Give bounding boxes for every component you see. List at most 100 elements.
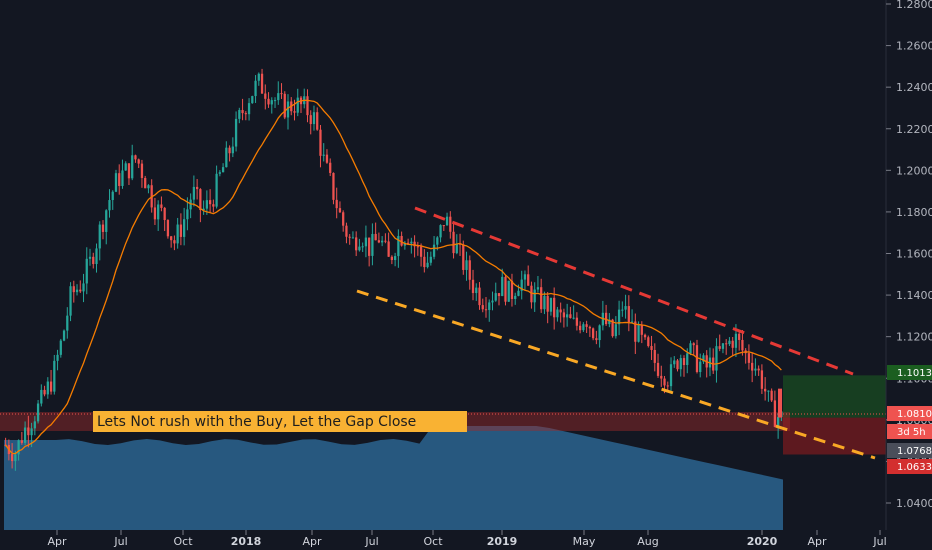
- x-tick-label: Jul: [113, 535, 127, 548]
- x-tick-label: Apr: [302, 535, 322, 548]
- candle-body: [520, 279, 523, 291]
- candle-body: [640, 324, 643, 335]
- x-tick-label: 2020: [747, 535, 778, 548]
- candle-body: [582, 324, 585, 331]
- price-badge-label: 1.08107: [897, 409, 932, 420]
- candle-body: [95, 248, 98, 265]
- candle-body: [205, 200, 209, 209]
- candle-body: [247, 103, 251, 115]
- annotation-label[interactable]: Lets Not rush with the Buy, Let the Gap …: [93, 411, 467, 432]
- candle-body: [14, 454, 17, 462]
- candle-body: [575, 317, 579, 326]
- candle-body: [413, 241, 416, 247]
- candle-body: [170, 236, 173, 241]
- y-tick-label: 1.26000: [896, 40, 932, 53]
- candle-body: [669, 364, 673, 387]
- candle-body: [228, 147, 231, 154]
- candle-body: [569, 314, 572, 319]
- candle-body: [43, 389, 46, 395]
- candle-body: [296, 97, 299, 113]
- candle-body: [442, 225, 445, 227]
- candle-body: [540, 287, 543, 310]
- candle-body: [355, 237, 358, 251]
- candle-body: [497, 293, 501, 297]
- candle-body: [27, 427, 30, 436]
- candle-body: [588, 326, 592, 329]
- price-badge: [887, 443, 932, 458]
- candle-body: [173, 240, 176, 244]
- candle-body: [436, 237, 439, 245]
- candle-body: [725, 343, 728, 345]
- candle-body: [643, 334, 647, 338]
- volume-fill: [4, 426, 783, 530]
- candle-body: [374, 233, 377, 241]
- candle-body: [543, 295, 546, 310]
- candle-body: [215, 173, 218, 207]
- candle-body: [147, 185, 150, 189]
- candle-body: [504, 276, 507, 302]
- x-tick-label: Aug: [637, 535, 658, 548]
- candle-body: [751, 362, 754, 371]
- candle-body: [286, 101, 290, 118]
- candle-body: [10, 454, 14, 462]
- candle-body: [75, 289, 79, 293]
- candle-body: [767, 390, 770, 392]
- candle-body: [760, 370, 764, 389]
- candle-body: [192, 186, 196, 200]
- candle-body: [137, 159, 140, 164]
- candle-body: [20, 440, 23, 443]
- candle-body: [501, 276, 504, 297]
- candle-body: [225, 147, 228, 168]
- candle-body: [348, 236, 351, 238]
- candle-body: [523, 274, 527, 280]
- x-tick-label: Apr: [807, 535, 827, 548]
- candle-body: [738, 333, 741, 340]
- stop-zone: [783, 417, 886, 455]
- candle-body: [536, 287, 540, 290]
- moving-average-line: [5, 99, 782, 455]
- candle-body: [484, 309, 488, 311]
- candle-body: [342, 212, 345, 226]
- candle-body: [462, 244, 465, 270]
- candle-body: [72, 286, 75, 293]
- candle-body: [53, 360, 56, 392]
- candle-body: [660, 375, 663, 379]
- candle-body: [695, 345, 699, 373]
- candle-body: [23, 427, 27, 443]
- candle-body: [608, 319, 611, 325]
- candle-body: [445, 216, 449, 226]
- candle-body: [202, 208, 205, 211]
- candle-body: [108, 200, 111, 211]
- candle-body: [234, 118, 238, 147]
- candle-body: [79, 289, 82, 292]
- candle-body: [559, 309, 562, 313]
- candle-body: [757, 368, 760, 371]
- candle-body: [773, 400, 777, 427]
- candle-body: [127, 163, 131, 179]
- candle-body: [458, 243, 462, 245]
- candle-body: [676, 360, 679, 370]
- candle-body: [293, 111, 296, 113]
- candle-body: [471, 279, 475, 294]
- candle-body: [481, 305, 484, 310]
- candle-body: [449, 216, 452, 232]
- candle-body: [770, 390, 773, 401]
- candle-body: [368, 237, 371, 256]
- candle-body: [553, 297, 556, 318]
- candle-body: [517, 290, 520, 296]
- candle-body: [140, 163, 144, 178]
- candle-body: [682, 358, 686, 366]
- candle-body: [510, 280, 514, 299]
- x-tick-label: Oct: [423, 535, 443, 548]
- candle-body: [358, 246, 361, 251]
- candle-body: [46, 381, 49, 395]
- candle-body: [679, 358, 682, 370]
- candle-body: [280, 93, 283, 95]
- candle-body: [741, 339, 744, 351]
- candle-body: [778, 388, 782, 418]
- candle-body: [764, 388, 767, 392]
- candle-body: [432, 244, 436, 257]
- candle-body: [121, 170, 124, 186]
- x-tick-label: Apr: [47, 535, 67, 548]
